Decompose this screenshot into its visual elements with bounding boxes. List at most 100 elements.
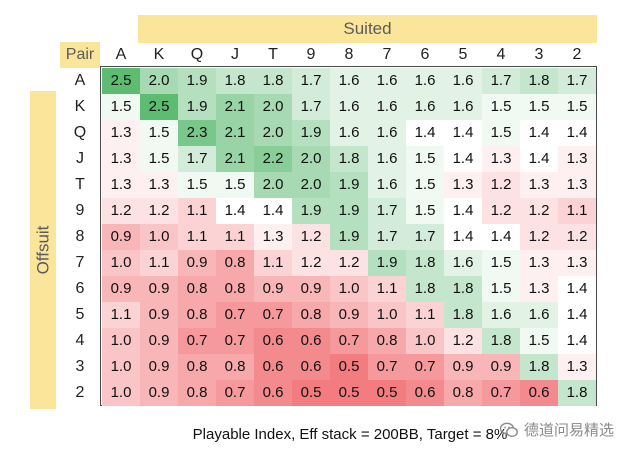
heatmap-cell: 1.9 <box>178 94 216 120</box>
heatmap-cell: 1.5 <box>482 250 520 276</box>
row-label: 4 <box>75 332 85 349</box>
heatmap-cell: 0.9 <box>330 302 368 328</box>
column-label: 9 <box>306 46 316 63</box>
heatmap-cell: 1.5 <box>406 172 444 198</box>
column-label: K <box>153 46 165 63</box>
heatmap-cell: 1.4 <box>558 276 596 302</box>
heatmap-cell: 0.6 <box>292 354 330 380</box>
heatmap-cell: 1.5 <box>178 172 216 198</box>
heatmap-cell: 1.0 <box>406 328 444 354</box>
heatmap-cell: 0.7 <box>216 380 254 406</box>
heatmap-cell: 1.6 <box>330 94 368 120</box>
heatmap-cell: 2.5 <box>102 68 140 94</box>
heatmap-cell: 1.6 <box>368 172 406 198</box>
row-label: 6 <box>75 280 85 297</box>
chart-caption: Playable Index, Eff stack = 200BB, Targe… <box>192 426 508 443</box>
heatmap-cell: 0.7 <box>330 328 368 354</box>
watermark-text: 德道问易精选 <box>524 422 615 439</box>
heatmap-cell: 0.7 <box>216 328 254 354</box>
heatmap-cell: 0.9 <box>482 354 520 380</box>
heatmap-cell: 2.0 <box>292 172 330 198</box>
heatmap-cell: 0.7 <box>368 354 406 380</box>
heatmap-cell: 0.8 <box>216 354 254 380</box>
heatmap-cell: 1.7 <box>482 68 520 94</box>
heatmap-cell: 1.0 <box>140 224 178 250</box>
heatmap-cell: 1.2 <box>330 250 368 276</box>
heatmap-cell: 0.8 <box>292 302 330 328</box>
heatmap-cell: 0.7 <box>178 328 216 354</box>
row-label: Q <box>73 124 87 141</box>
heatmap-cell: 1.9 <box>368 250 406 276</box>
heatmap-cell: 1.3 <box>102 146 140 172</box>
suited-label: Suited <box>343 19 392 38</box>
heatmap-cell: 1.5 <box>520 328 558 354</box>
heatmap-cell: 1.0 <box>102 328 140 354</box>
heatmap-cell: 1.6 <box>406 68 444 94</box>
heatmap-cell: 1.6 <box>368 146 406 172</box>
heatmap-cell: 2.0 <box>292 146 330 172</box>
heatmap-cell: 0.6 <box>254 380 292 406</box>
heatmap-cell: 1.8 <box>216 68 254 94</box>
heatmap-cell: 1.6 <box>368 94 406 120</box>
heatmap-cell: 1.7 <box>178 146 216 172</box>
heatmap-cell: 1.8 <box>254 68 292 94</box>
heatmap-cell: 1.7 <box>368 198 406 224</box>
heatmap-cell: 2.0 <box>140 68 178 94</box>
heatmap-cell: 1.3 <box>140 172 178 198</box>
heatmap-cell: 0.8 <box>178 354 216 380</box>
heatmap-cell: 1.4 <box>520 146 558 172</box>
heatmap-cell: 1.2 <box>292 224 330 250</box>
heatmap-cell: 1.9 <box>330 224 368 250</box>
heatmap-cell: 1.1 <box>140 250 178 276</box>
heatmap-cell: 0.7 <box>216 302 254 328</box>
heatmap-cell: 1.4 <box>444 146 482 172</box>
heatmap-cell: 1.1 <box>102 302 140 328</box>
heatmap-cell: 0.9 <box>292 276 330 302</box>
heatmap-cell: 0.9 <box>102 276 140 302</box>
heatmap-cell: 0.8 <box>216 276 254 302</box>
heatmap-cell: 1.6 <box>482 302 520 328</box>
heatmap-cell: 1.5 <box>406 146 444 172</box>
row-label: 3 <box>75 358 85 375</box>
heatmap-cell: 1.6 <box>444 94 482 120</box>
heatmap-cell: 1.0 <box>102 250 140 276</box>
heatmap-cell: 1.6 <box>520 302 558 328</box>
heatmap-cell: 0.5 <box>368 380 406 406</box>
row-label: K <box>74 98 86 115</box>
heatmap-cell: 1.5 <box>520 94 558 120</box>
heatmap-cell: 1.5 <box>140 120 178 146</box>
heatmap-cell: 1.1 <box>558 198 596 224</box>
heatmap-cell: 0.6 <box>254 354 292 380</box>
heatmap-cell: 1.9 <box>330 172 368 198</box>
pair-corner-label: Pair <box>60 42 100 68</box>
heatmap-cell: 1.6 <box>330 68 368 94</box>
heatmap-cell: 0.9 <box>140 380 178 406</box>
heatmap-cell: 1.4 <box>444 120 482 146</box>
heatmap-cell: 2.0 <box>254 120 292 146</box>
heatmap-cell: 1.5 <box>102 94 140 120</box>
row-label: 2 <box>75 384 85 401</box>
heatmap-cell: 0.9 <box>140 354 178 380</box>
heatmap-cell: 1.8 <box>444 276 482 302</box>
heatmap-cell: 1.5 <box>216 172 254 198</box>
heatmap-cell: 1.4 <box>444 224 482 250</box>
heatmap-cell: 2.1 <box>216 94 254 120</box>
heatmap-cell: 1.6 <box>330 120 368 146</box>
heatmap-cell: 0.6 <box>292 328 330 354</box>
column-label: 3 <box>534 46 544 63</box>
heatmap-cell: 1.7 <box>368 224 406 250</box>
row-label: 9 <box>75 202 85 219</box>
column-label: 7 <box>382 46 392 63</box>
heatmap-cell: 1.2 <box>444 328 482 354</box>
column-label: Q <box>190 46 204 63</box>
heatmap-cell: 1.3 <box>102 172 140 198</box>
column-label: 4 <box>496 46 506 63</box>
heatmap-cell: 1.1 <box>368 276 406 302</box>
heatmap-cell: 0.9 <box>140 276 178 302</box>
heatmap-cell: 0.6 <box>406 380 444 406</box>
row-label: J <box>76 150 84 167</box>
heatmap-cell: 1.3 <box>254 224 292 250</box>
row-label: 8 <box>75 228 85 245</box>
offsuit-header: Offsuit <box>30 91 56 409</box>
column-label: 5 <box>458 46 468 63</box>
